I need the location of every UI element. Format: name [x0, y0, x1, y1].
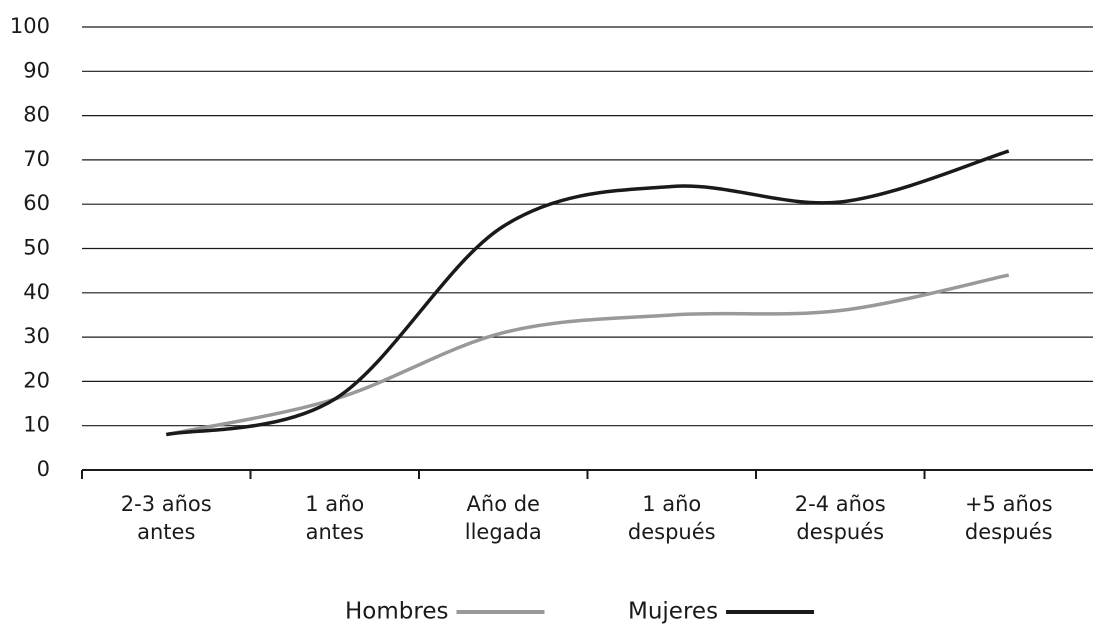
x-tick-label: 2-4 años después — [794, 492, 886, 544]
legend-label: Mujeres — [628, 599, 718, 625]
series-line — [165, 149, 1010, 437]
y-tick-label: 0 — [37, 457, 50, 481]
y-tick-label: 20 — [23, 368, 50, 392]
y-tick-label: 50 — [23, 236, 50, 260]
y-tick-label: 80 — [23, 103, 50, 127]
series-line — [165, 273, 1010, 437]
y-tick-label: 30 — [23, 324, 50, 348]
x-tick-label: 2-3 años antes — [120, 492, 212, 544]
y-tick-label: 100 — [10, 14, 50, 38]
x-tick-label: 1 año después — [627, 492, 716, 544]
x-tick-label: 1 año antes — [305, 492, 365, 544]
y-tick-label: 40 — [23, 280, 50, 304]
y-tick-label: 60 — [23, 191, 50, 215]
y-tick-label: 10 — [23, 413, 50, 437]
y-tick-label: 70 — [23, 147, 50, 171]
legend-label: Hombres — [345, 599, 448, 625]
y-tick-label: 90 — [23, 58, 50, 82]
x-tick-label: Año de llegada — [464, 492, 542, 544]
x-tick-label: +5 años después — [964, 492, 1053, 544]
